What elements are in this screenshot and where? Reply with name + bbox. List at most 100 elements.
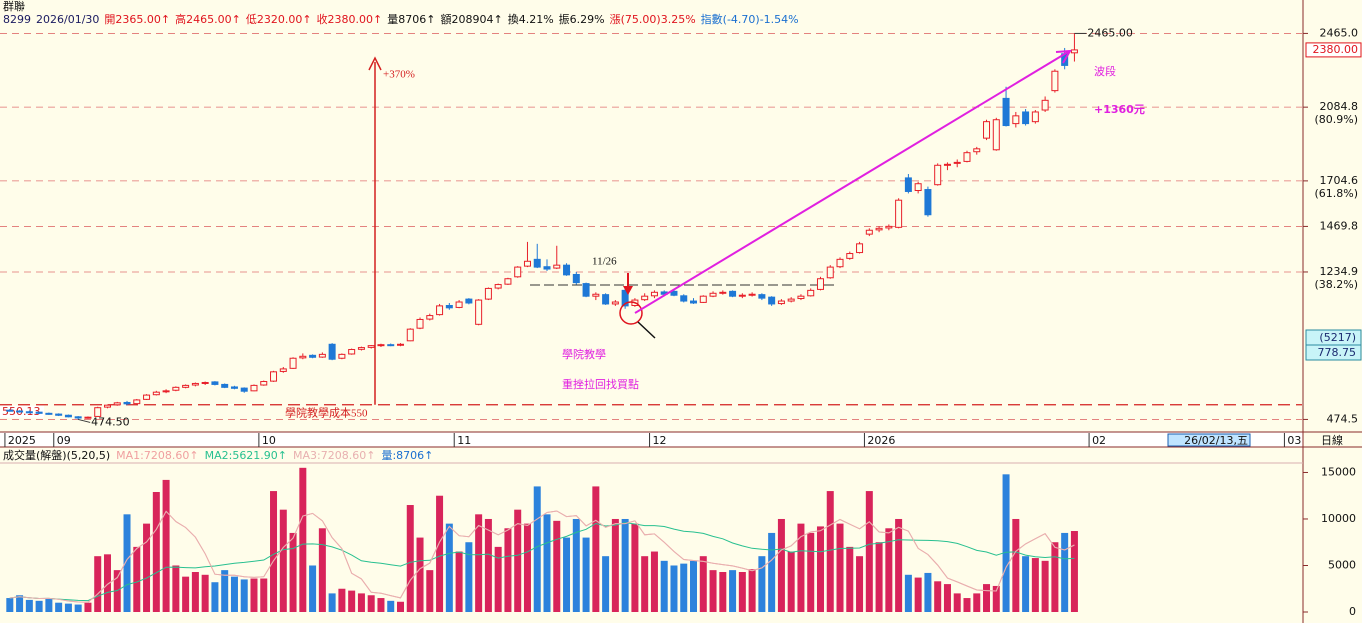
candle-body	[553, 264, 561, 269]
y-tick-label: 0	[1349, 605, 1356, 618]
volume-bar	[807, 532, 815, 612]
volume-header: 成交量(解盤)(5,20,5) MA1:7208.60↑ MA2:5621.90↑ M…	[3, 448, 433, 462]
volume-bar	[1051, 542, 1059, 612]
candle-body	[777, 300, 785, 305]
candle-body	[699, 295, 707, 303]
volume-bar	[563, 537, 571, 612]
stock-title: 群聯	[3, 0, 25, 13]
volume-bar	[211, 582, 219, 612]
candle-body	[924, 189, 932, 216]
candle-body	[240, 387, 248, 392]
volume-bar	[328, 593, 336, 612]
volume-bar	[650, 551, 658, 612]
volume-bar	[406, 505, 414, 612]
candle-body	[465, 298, 473, 304]
quote-line: 8299 2026/01/30 開2365.00↑ 高2465.00↑ 低2320.00…	[3, 12, 799, 26]
candle-body	[113, 402, 121, 406]
volume-bar	[738, 572, 746, 612]
volume-bar	[133, 546, 141, 612]
volume-bar	[152, 492, 160, 612]
candle-body	[670, 290, 678, 296]
last-box	[1305, 42, 1362, 58]
candle-body	[533, 258, 541, 268]
candle-body	[816, 278, 824, 290]
x-tick-label: 03	[1287, 434, 1301, 447]
volume-bar	[523, 523, 531, 612]
volume-bar	[338, 588, 346, 612]
candle-body	[6, 409, 14, 412]
candle-body	[572, 273, 580, 284]
ma-legend: MA2:5621.90↑	[205, 449, 287, 462]
volume-bar	[856, 556, 864, 612]
volume-bar	[1031, 558, 1039, 612]
volume-title: 成交量(解盤)(5,20,5)	[3, 448, 110, 462]
candle-body	[758, 294, 766, 299]
volume-bar	[55, 602, 63, 612]
volume-bar	[992, 585, 1000, 612]
candle-body	[729, 290, 737, 297]
candle-body	[934, 164, 942, 186]
high-label: 2465.00	[1087, 26, 1133, 39]
y-tick-label: 1469.8	[1320, 219, 1359, 232]
candle-body	[953, 161, 961, 164]
candle-body	[768, 296, 776, 305]
volume-bar	[748, 569, 756, 612]
candle-body	[152, 391, 160, 396]
quote-item: 量8706↑	[387, 13, 435, 26]
volume-bar	[240, 579, 248, 612]
volume-bar	[494, 546, 502, 612]
candle-body	[1012, 115, 1020, 125]
volume-bar	[94, 556, 102, 612]
volume-bar	[465, 542, 473, 612]
y-tick-label: 1234.9	[1320, 265, 1359, 278]
candle-body	[387, 344, 395, 347]
volume-bar	[885, 528, 893, 612]
volume-bar	[25, 599, 33, 612]
candle-body	[641, 295, 649, 301]
volume-bar	[768, 532, 776, 612]
candle-body	[543, 266, 551, 270]
cursor-date-box	[1167, 433, 1251, 447]
candle-body	[16, 410, 24, 413]
candle-body	[25, 411, 33, 414]
badge: (5217)	[1319, 331, 1356, 344]
quote-item: 高2465.00↑	[175, 12, 241, 26]
wave-arrowhead	[1055, 49, 1072, 64]
low-label: 474.50	[91, 415, 130, 428]
volume-bar	[1041, 560, 1049, 612]
volume-bar	[309, 565, 317, 612]
y-tick-label: 1704.6	[1320, 174, 1359, 187]
quote-item: 換4.21%	[508, 13, 554, 26]
candle-body	[162, 390, 170, 393]
candle-body	[211, 381, 219, 385]
candle-body	[143, 394, 151, 400]
volume-bar	[426, 570, 434, 612]
candle-body	[55, 413, 63, 416]
candle-body	[436, 305, 444, 316]
volume-bar	[64, 603, 72, 612]
x-tick-label: 09	[57, 434, 71, 447]
low-leader	[78, 418, 91, 423]
candle-body	[94, 407, 102, 417]
candle-body	[494, 284, 502, 289]
candle-body	[1070, 49, 1078, 54]
volume-bar	[416, 537, 424, 612]
candle-body	[396, 343, 404, 346]
note-circle	[619, 301, 643, 325]
volume-bar	[611, 518, 619, 612]
quote-item: 2026/01/30	[36, 13, 99, 26]
candle-body	[1022, 111, 1030, 125]
volume-bar	[289, 532, 297, 612]
candle-body	[260, 381, 268, 386]
volume-bar	[690, 560, 698, 612]
volume-bar	[963, 598, 971, 612]
candle-body	[650, 291, 658, 297]
volume-bar	[250, 578, 258, 612]
volume-bar	[875, 542, 883, 612]
volume-bar	[553, 520, 561, 612]
x-tick-label: 10	[262, 434, 276, 447]
cost-text: 學院教學成本550	[285, 405, 368, 419]
cursor-date: 26/02/13,五	[1184, 434, 1248, 447]
gain-arrowhead	[368, 56, 382, 71]
